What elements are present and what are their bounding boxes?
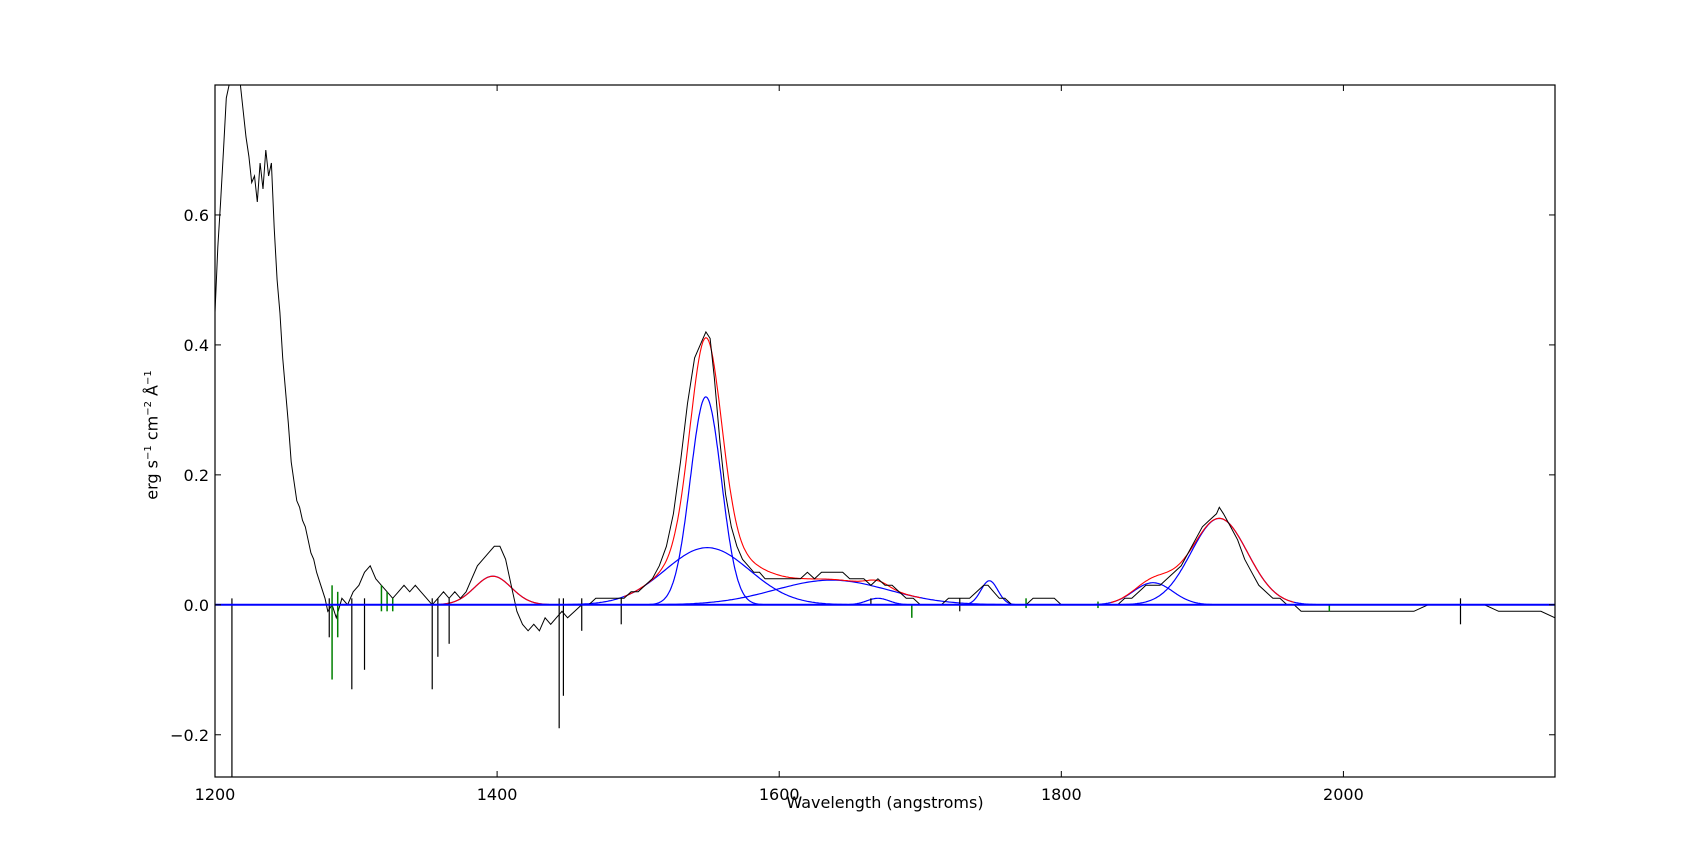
y-tick-label: 0.6 [184,206,209,225]
y-axis-label-mid: cm [142,415,162,446]
spectrum [215,85,1555,777]
y-tick-label: 0.2 [184,466,209,485]
y-axis-label-unit: Å [142,385,162,402]
y-tick-label: −0.2 [170,726,209,745]
x-ticks: 1200 1400 1600 1800 2000 [195,85,1364,804]
y-tick-label: 0.0 [184,596,209,615]
y-axis-label-text: erg s [142,460,162,500]
x-tick-label: 1400 [477,785,518,804]
x-tick-label: 1600 [759,785,800,804]
component-curve [538,546,875,606]
total-fit [440,337,1295,606]
axes-frame [214,84,1556,778]
spectrum-line [215,85,1555,632]
y-axis-label-sup2: −2 [143,401,155,416]
plot-area [215,85,1555,777]
y-axis-label: erg s−1 cm−2 Å−1 [143,370,162,499]
x-tick-label: 1800 [1041,785,1082,804]
x-tick-label: 2000 [1323,785,1364,804]
y-axis-label-sup1: −1 [143,445,155,461]
y-axis-label-sup3: −1 [143,370,155,386]
x-tick-label: 1200 [195,785,236,804]
x-axis-label: Wavelength (angstroms) [786,793,984,812]
total-fit-curve [623,337,921,599]
y-tick-label: 0.4 [184,336,209,355]
total-fit-curve [1110,517,1295,604]
component-curve [643,396,768,606]
total-fit-curve [440,575,554,606]
y-ticks: −0.2 0.0 0.2 0.4 0.6 [170,206,1555,745]
